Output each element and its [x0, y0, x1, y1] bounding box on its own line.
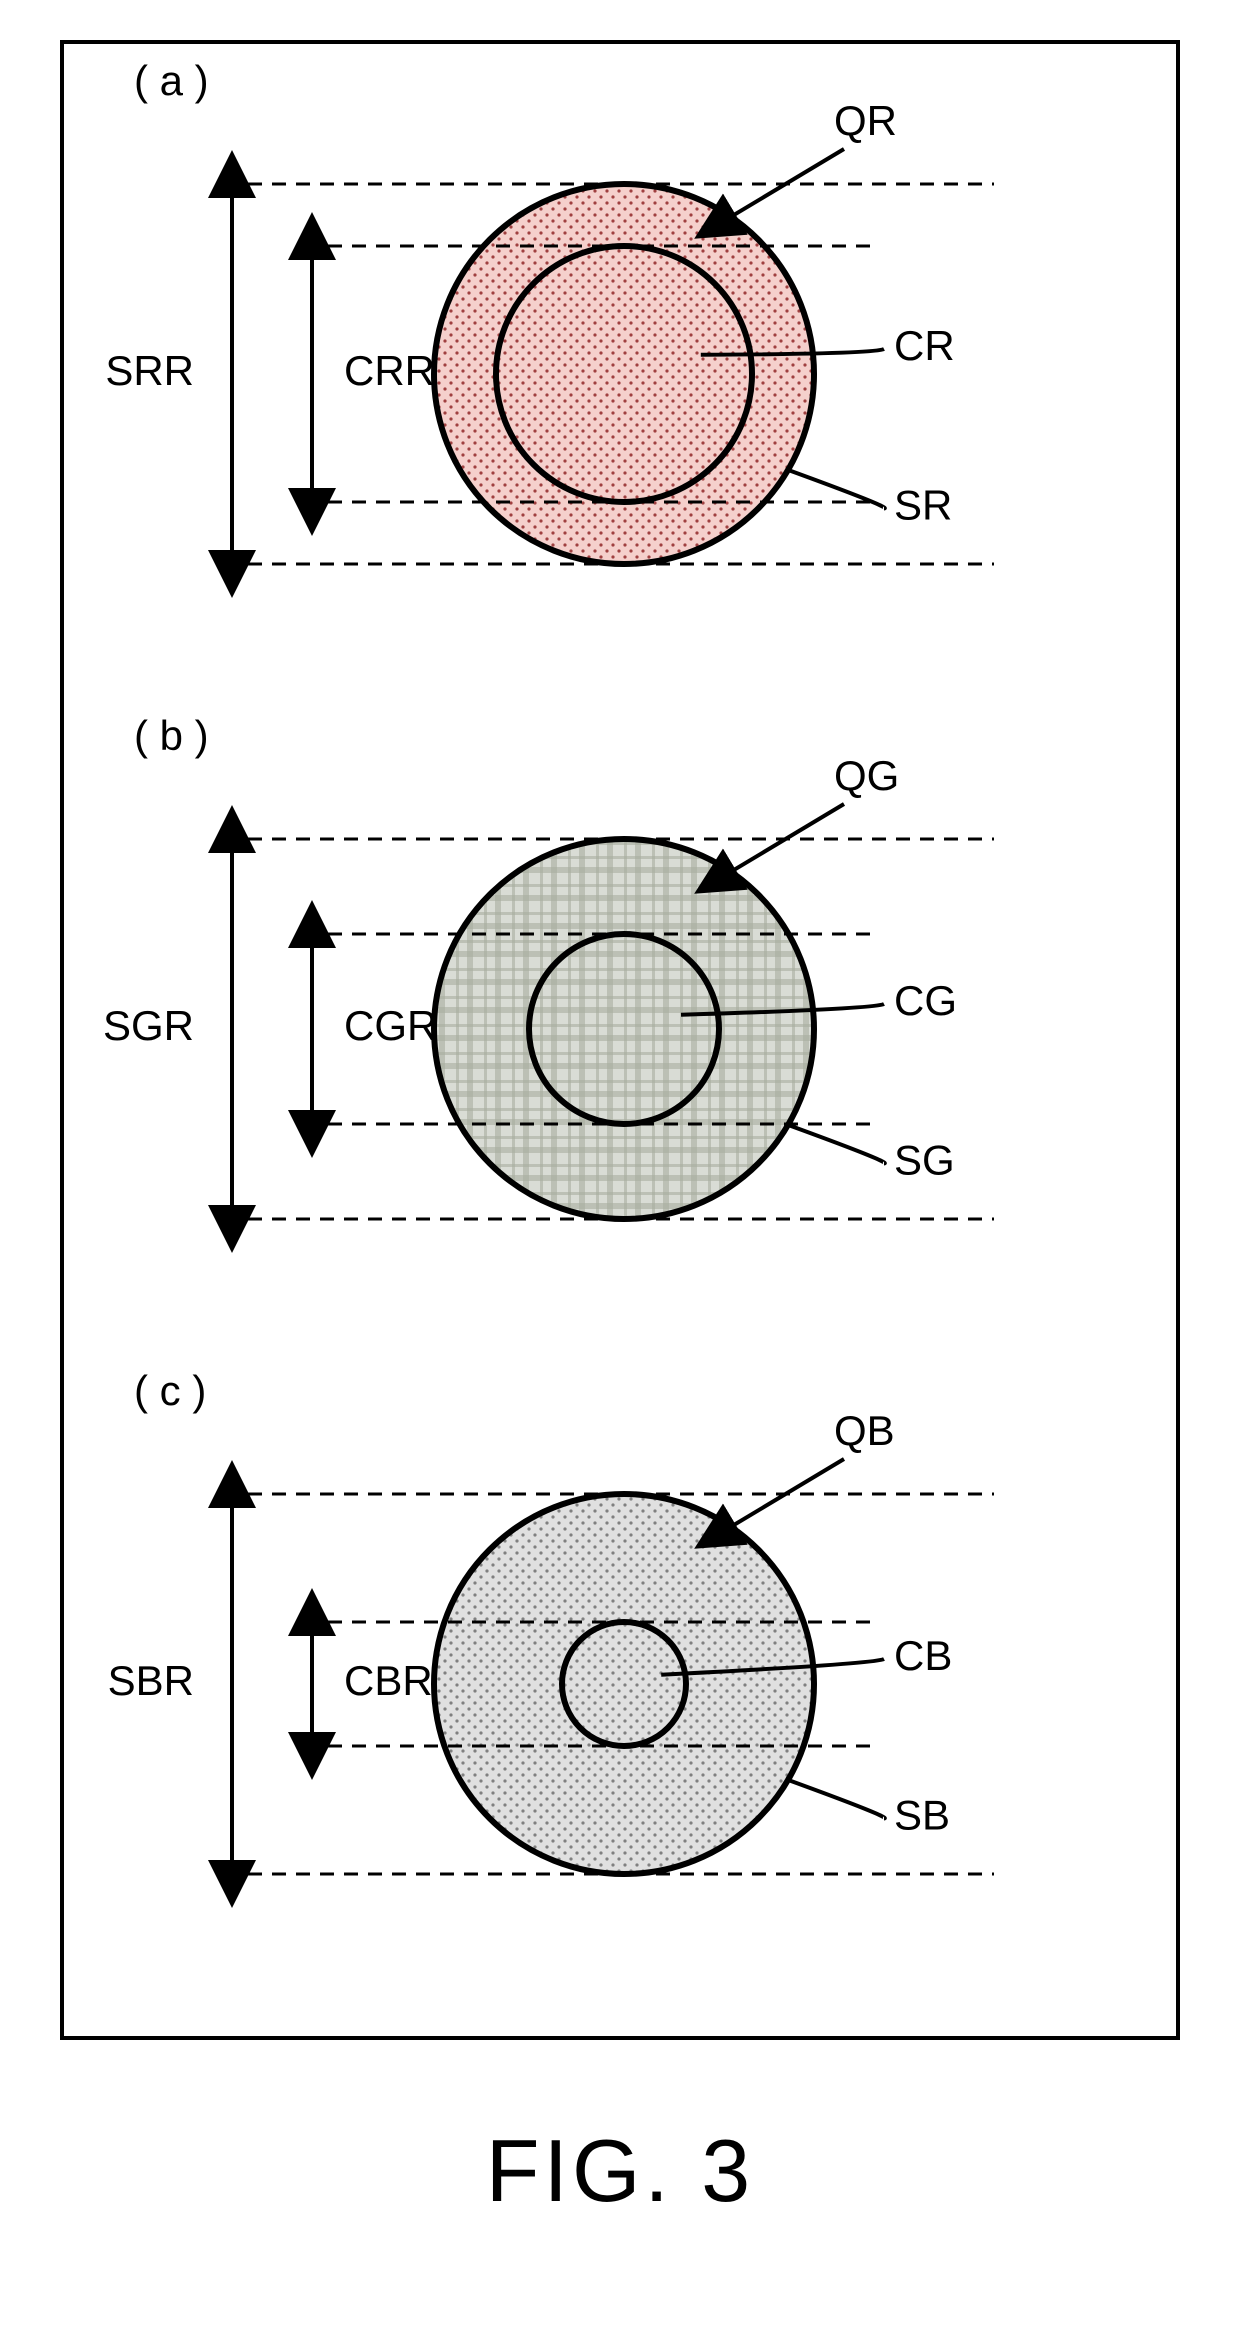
- core-label-a: CR: [894, 322, 955, 369]
- panel-letter-a: ( a ): [134, 57, 209, 104]
- leader-shell-c: [786, 1779, 885, 1819]
- page: ( a ) SRR CRR CR SR QR ( b ) SGR CGR CG SG QG ( c ) S…: [0, 0, 1240, 2334]
- outer-radius-label-a: SRR: [105, 347, 194, 394]
- panel-letter-c: ( c ): [134, 1367, 206, 1414]
- core-label-c: CB: [894, 1632, 952, 1679]
- figure-frame: ( a ) SRR CRR CR SR QR ( b ) SGR CGR CG SG QG ( c ) S…: [60, 40, 1180, 2040]
- pointer-label-a: QR: [834, 97, 897, 144]
- diagram-svg: ( a ) SRR CRR CR SR QR ( b ) SGR CGR CG SG QG ( c ) S…: [64, 44, 1176, 2036]
- leader-shell-b: [786, 1124, 885, 1164]
- pointer-label-b: QG: [834, 752, 899, 799]
- inner-radius-label-c: CBR: [344, 1657, 433, 1704]
- shell-label-c: SB: [894, 1792, 950, 1839]
- pointer-label-c: QB: [834, 1407, 895, 1454]
- shell-label-a: SR: [894, 482, 952, 529]
- shell-label-b: SG: [894, 1137, 955, 1184]
- shell-circle-b: [434, 839, 814, 1219]
- outer-radius-label-c: SBR: [108, 1657, 194, 1704]
- shell-circle-a: [434, 184, 814, 564]
- inner-radius-label-a: CRR: [344, 347, 435, 394]
- shell-circle-c: [434, 1494, 814, 1874]
- inner-radius-label-b: CGR: [344, 1002, 437, 1049]
- outer-radius-label-b: SGR: [103, 1002, 194, 1049]
- core-label-b: CG: [894, 977, 957, 1024]
- figure-title: FIG. 3: [0, 2120, 1240, 2222]
- panel-letter-b: ( b ): [134, 712, 209, 759]
